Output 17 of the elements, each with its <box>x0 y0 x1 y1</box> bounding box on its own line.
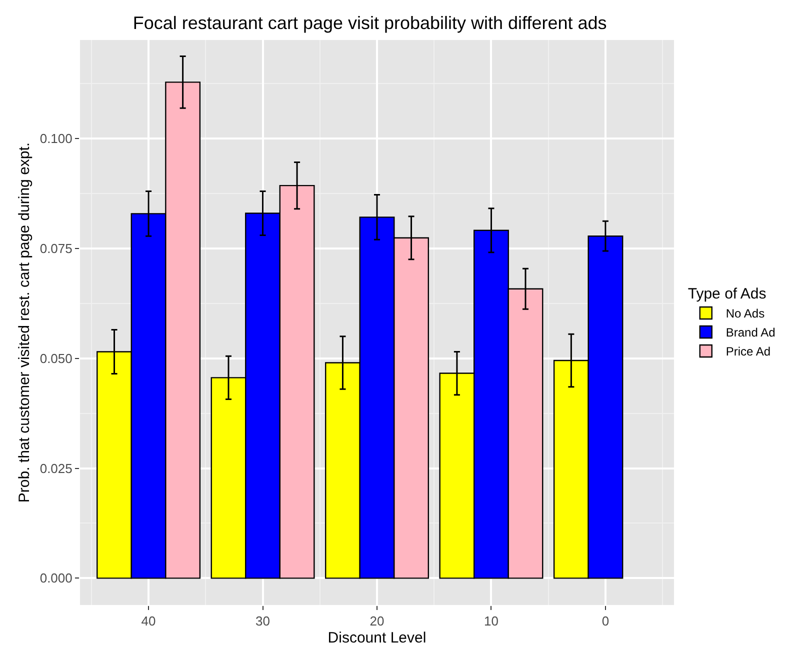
x-tick-label: 0 <box>602 614 610 629</box>
y-axis-title: Prob. that customer visited rest. cart page during expt. <box>16 142 34 503</box>
legend-label: Brand Ad <box>726 326 776 340</box>
x-axis-title: Discount Level <box>328 630 426 647</box>
y-tick-label: 0.075 <box>40 240 72 256</box>
y-tick-label: 0.050 <box>40 350 72 366</box>
y-tick-label: 0.025 <box>40 460 72 476</box>
y-tick-label: 0.100 <box>40 131 72 146</box>
x-tick-label: 20 <box>370 614 384 629</box>
x-tick-label: 30 <box>256 614 270 629</box>
x-tick-label: 10 <box>484 614 498 629</box>
y-tick-label: 0.000 <box>40 570 72 586</box>
chart-title: Focal restaurant cart page visit probability with different ads <box>132 12 607 33</box>
legend-label: Price Ad <box>726 344 771 359</box>
legend-title: Type of Ads <box>688 286 766 302</box>
x-tick-label: 40 <box>141 614 156 629</box>
legend-label: No Ads <box>726 306 765 321</box>
